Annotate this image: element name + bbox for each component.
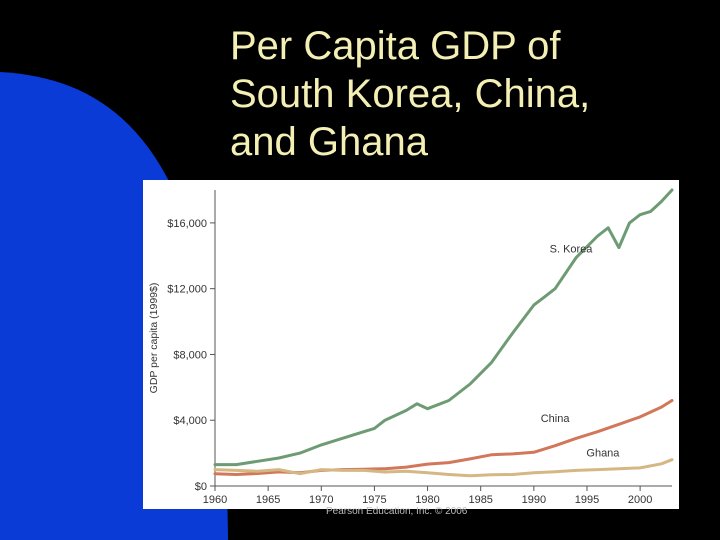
chart-panel: $0 $4,000 $8,000 $12,000 $16,000 1960 1965 1970…	[143, 180, 679, 509]
x-tick-label: 1985	[468, 494, 492, 506]
y-tick-label: $12,000	[167, 284, 207, 296]
y-tick-label: $4,000	[173, 415, 207, 427]
gdp-line-chart: $0 $4,000 $8,000 $12,000 $16,000 1960 1965 1970…	[148, 188, 674, 506]
series-label: S. Korea	[550, 243, 594, 255]
x-tick-label: 1965	[256, 494, 280, 506]
x-tick-label: 1990	[522, 494, 546, 506]
y-axis-label: GDP per capita (1999$)	[148, 283, 160, 394]
series-line-china	[213, 399, 674, 476]
y-tick-label: $8,000	[173, 349, 207, 361]
y-tick-label: $0	[195, 481, 207, 493]
x-tick-label: 1970	[309, 494, 333, 506]
x-tick-label: 1960	[203, 494, 227, 506]
x-tick-label: 1975	[362, 494, 386, 506]
series-label: Ghana	[586, 447, 620, 459]
series-label: China	[541, 413, 571, 425]
series-line-ghana	[213, 458, 674, 478]
x-tick-label: 1995	[575, 494, 599, 506]
series-line-s-korea	[213, 188, 674, 467]
x-tick-label: 2000	[628, 494, 652, 506]
copyright-credit: Pearson Education, Inc. © 2006	[326, 506, 468, 517]
title-line-2: South Korea, China,	[230, 72, 591, 116]
y-tick-label: $16,000	[167, 218, 207, 230]
title-line-3: and Ghana	[230, 120, 428, 164]
x-tick-label: 1980	[415, 494, 439, 506]
title-line-1: Per Capita GDP of	[230, 24, 561, 68]
slide-title: Per Capita GDP of South Korea, China, an…	[230, 22, 590, 166]
